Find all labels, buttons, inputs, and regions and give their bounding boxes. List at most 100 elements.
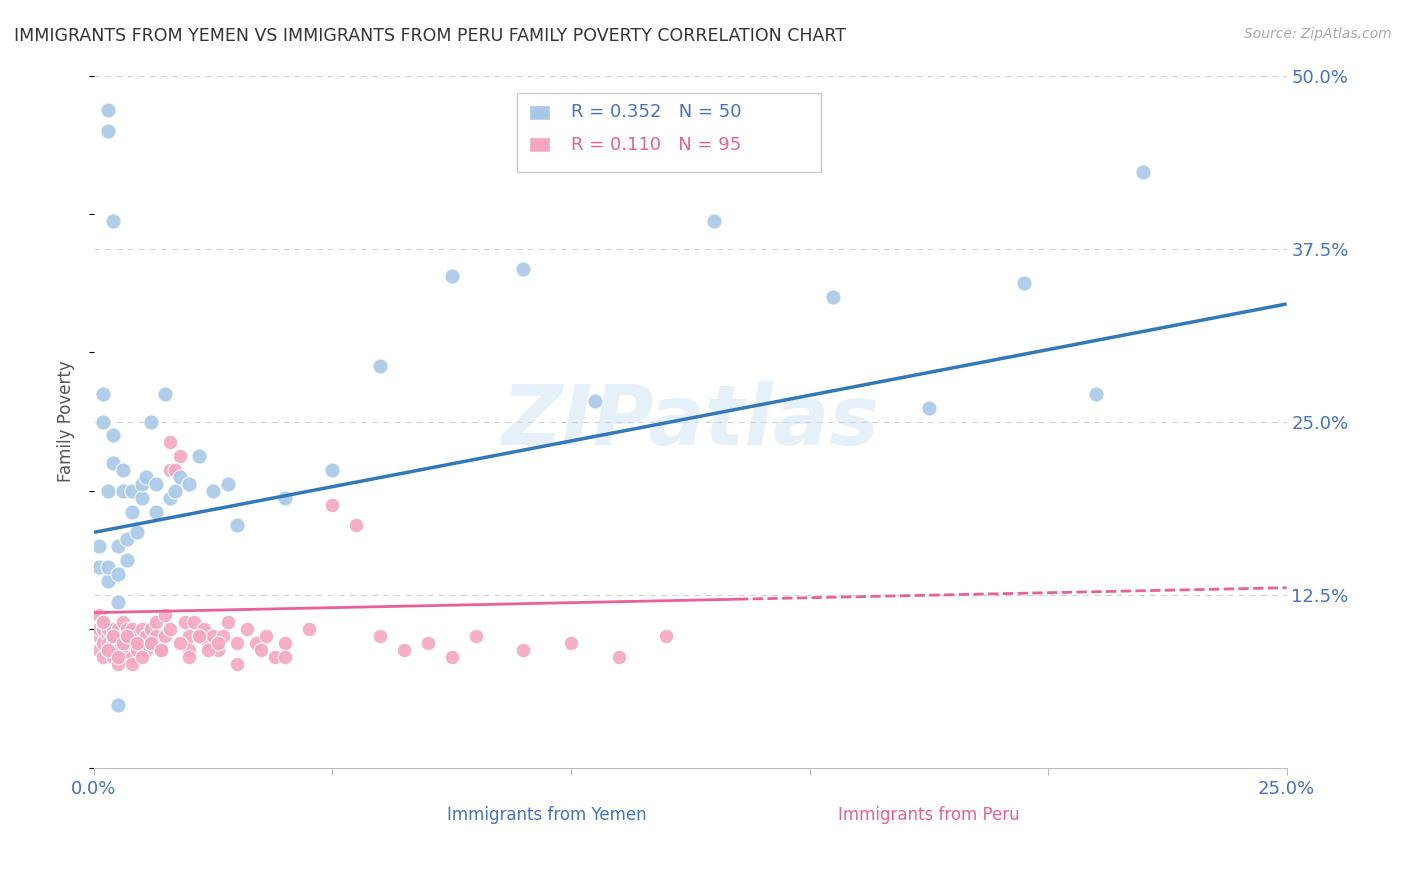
Point xyxy=(117,629,139,643)
Point xyxy=(117,553,139,567)
Text: Immigrants from Yemen: Immigrants from Yemen xyxy=(447,805,647,824)
Point xyxy=(179,629,201,643)
Point xyxy=(107,657,129,671)
Point xyxy=(97,124,120,138)
Point xyxy=(512,262,534,277)
Point xyxy=(135,643,157,657)
Point xyxy=(163,463,186,477)
Text: IMMIGRANTS FROM YEMEN VS IMMIGRANTS FROM PERU FAMILY POVERTY CORRELATION CHART: IMMIGRANTS FROM YEMEN VS IMMIGRANTS FROM… xyxy=(14,27,846,45)
Point xyxy=(117,533,139,547)
Point xyxy=(117,643,139,657)
Point xyxy=(107,622,129,636)
Point xyxy=(121,636,143,650)
Point xyxy=(111,483,134,498)
Point xyxy=(655,629,678,643)
Point xyxy=(111,636,134,650)
FancyBboxPatch shape xyxy=(398,799,419,813)
Point xyxy=(169,449,191,463)
Point xyxy=(87,629,110,643)
Point xyxy=(107,566,129,581)
Point xyxy=(187,629,209,643)
Point xyxy=(111,615,134,630)
Point xyxy=(141,636,163,650)
Point xyxy=(111,636,134,650)
Point xyxy=(97,636,120,650)
Point xyxy=(173,615,195,630)
Point xyxy=(187,449,209,463)
Point xyxy=(125,525,148,540)
Point xyxy=(1132,165,1154,179)
Point xyxy=(159,463,181,477)
Point xyxy=(183,615,205,630)
Point xyxy=(111,463,134,477)
Point xyxy=(169,636,191,650)
Point xyxy=(416,636,439,650)
Text: R = 0.110   N = 95: R = 0.110 N = 95 xyxy=(571,136,741,153)
Point xyxy=(125,629,148,643)
Point xyxy=(254,629,277,643)
Point xyxy=(321,498,343,512)
Point xyxy=(159,622,181,636)
Point xyxy=(193,622,215,636)
Point xyxy=(169,470,191,484)
Point xyxy=(93,636,115,650)
Point xyxy=(226,657,249,671)
Point xyxy=(274,491,297,505)
Point xyxy=(560,636,582,650)
Point xyxy=(207,636,229,650)
Point xyxy=(111,629,134,643)
Point xyxy=(607,649,630,664)
Point xyxy=(121,649,143,664)
Point xyxy=(226,636,249,650)
Point xyxy=(97,622,120,636)
Point xyxy=(93,649,115,664)
Point xyxy=(131,491,153,505)
Point xyxy=(107,649,129,664)
Point xyxy=(107,698,129,713)
Point xyxy=(823,290,845,304)
Point xyxy=(93,387,115,401)
Point xyxy=(155,608,177,623)
Point xyxy=(440,269,463,284)
Point xyxy=(135,629,157,643)
Point xyxy=(87,643,110,657)
Point xyxy=(163,483,186,498)
Point xyxy=(93,615,115,630)
Point xyxy=(202,483,225,498)
Point xyxy=(117,629,139,643)
Point xyxy=(141,636,163,650)
Point xyxy=(97,643,120,657)
Point xyxy=(264,649,287,664)
Point xyxy=(121,657,143,671)
Point xyxy=(101,214,124,228)
Point xyxy=(93,615,115,630)
Point xyxy=(101,428,124,442)
FancyBboxPatch shape xyxy=(529,137,550,153)
Y-axis label: Family Poverty: Family Poverty xyxy=(58,360,75,483)
Point xyxy=(512,643,534,657)
Point xyxy=(107,594,129,608)
Point xyxy=(149,643,172,657)
Point xyxy=(179,476,201,491)
Point xyxy=(101,636,124,650)
Point xyxy=(121,622,143,636)
Point xyxy=(87,560,110,574)
Point xyxy=(207,643,229,657)
Point xyxy=(107,643,129,657)
FancyBboxPatch shape xyxy=(529,104,550,120)
Point xyxy=(250,643,273,657)
Point xyxy=(87,539,110,553)
Point xyxy=(274,649,297,664)
Point xyxy=(226,518,249,533)
Text: ZIPatlas: ZIPatlas xyxy=(502,381,879,462)
Point xyxy=(197,643,219,657)
Point xyxy=(187,629,209,643)
Point xyxy=(145,629,167,643)
Point xyxy=(145,505,167,519)
Point xyxy=(101,629,124,643)
Point xyxy=(211,629,233,643)
Point xyxy=(155,387,177,401)
Point xyxy=(87,622,110,636)
Point xyxy=(131,649,153,664)
Point xyxy=(135,470,157,484)
